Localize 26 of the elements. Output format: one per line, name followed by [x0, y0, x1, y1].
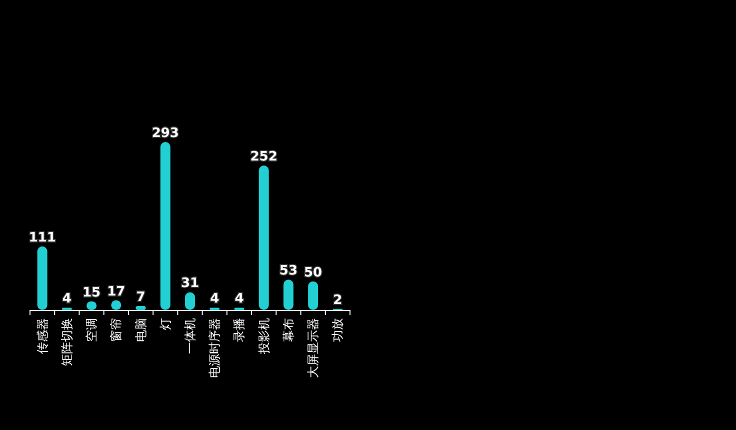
- x-tick-label: 幕布: [281, 318, 296, 342]
- data-label: 31: [180, 276, 200, 292]
- x-tick-label: 传感器: [35, 318, 50, 354]
- x-tick-label: 灯: [158, 318, 172, 330]
- x-tick-label: 矩阵切换: [60, 318, 74, 366]
- data-label: 4: [210, 292, 220, 307]
- data-label: 293: [152, 126, 179, 141]
- data-label: 4: [62, 292, 72, 307]
- data-label: 53: [279, 264, 298, 279]
- x-tick-label: 电源时序器: [208, 318, 222, 378]
- data-label: 50: [304, 265, 322, 280]
- x-tick-label: 大屏显示器: [306, 318, 320, 378]
- data-label: 15: [82, 285, 101, 300]
- x-tick-label: 功放: [330, 318, 345, 342]
- x-tick-label: 电脑: [134, 318, 148, 342]
- x-tick-label: 窗帘: [109, 318, 124, 342]
- data-label: 111: [28, 230, 56, 246]
- data-label: 7: [136, 290, 146, 305]
- x-tick-label: 投影机: [256, 318, 271, 355]
- x-tick-label: 录播: [232, 318, 246, 342]
- x-tick-label: 一体机: [183, 318, 197, 354]
- x-tick-label: 空调: [84, 318, 99, 342]
- data-label: 17: [107, 284, 126, 300]
- data-label: 2: [333, 292, 342, 308]
- data-label: 252: [250, 150, 278, 165]
- data-label: 4: [234, 292, 244, 307]
